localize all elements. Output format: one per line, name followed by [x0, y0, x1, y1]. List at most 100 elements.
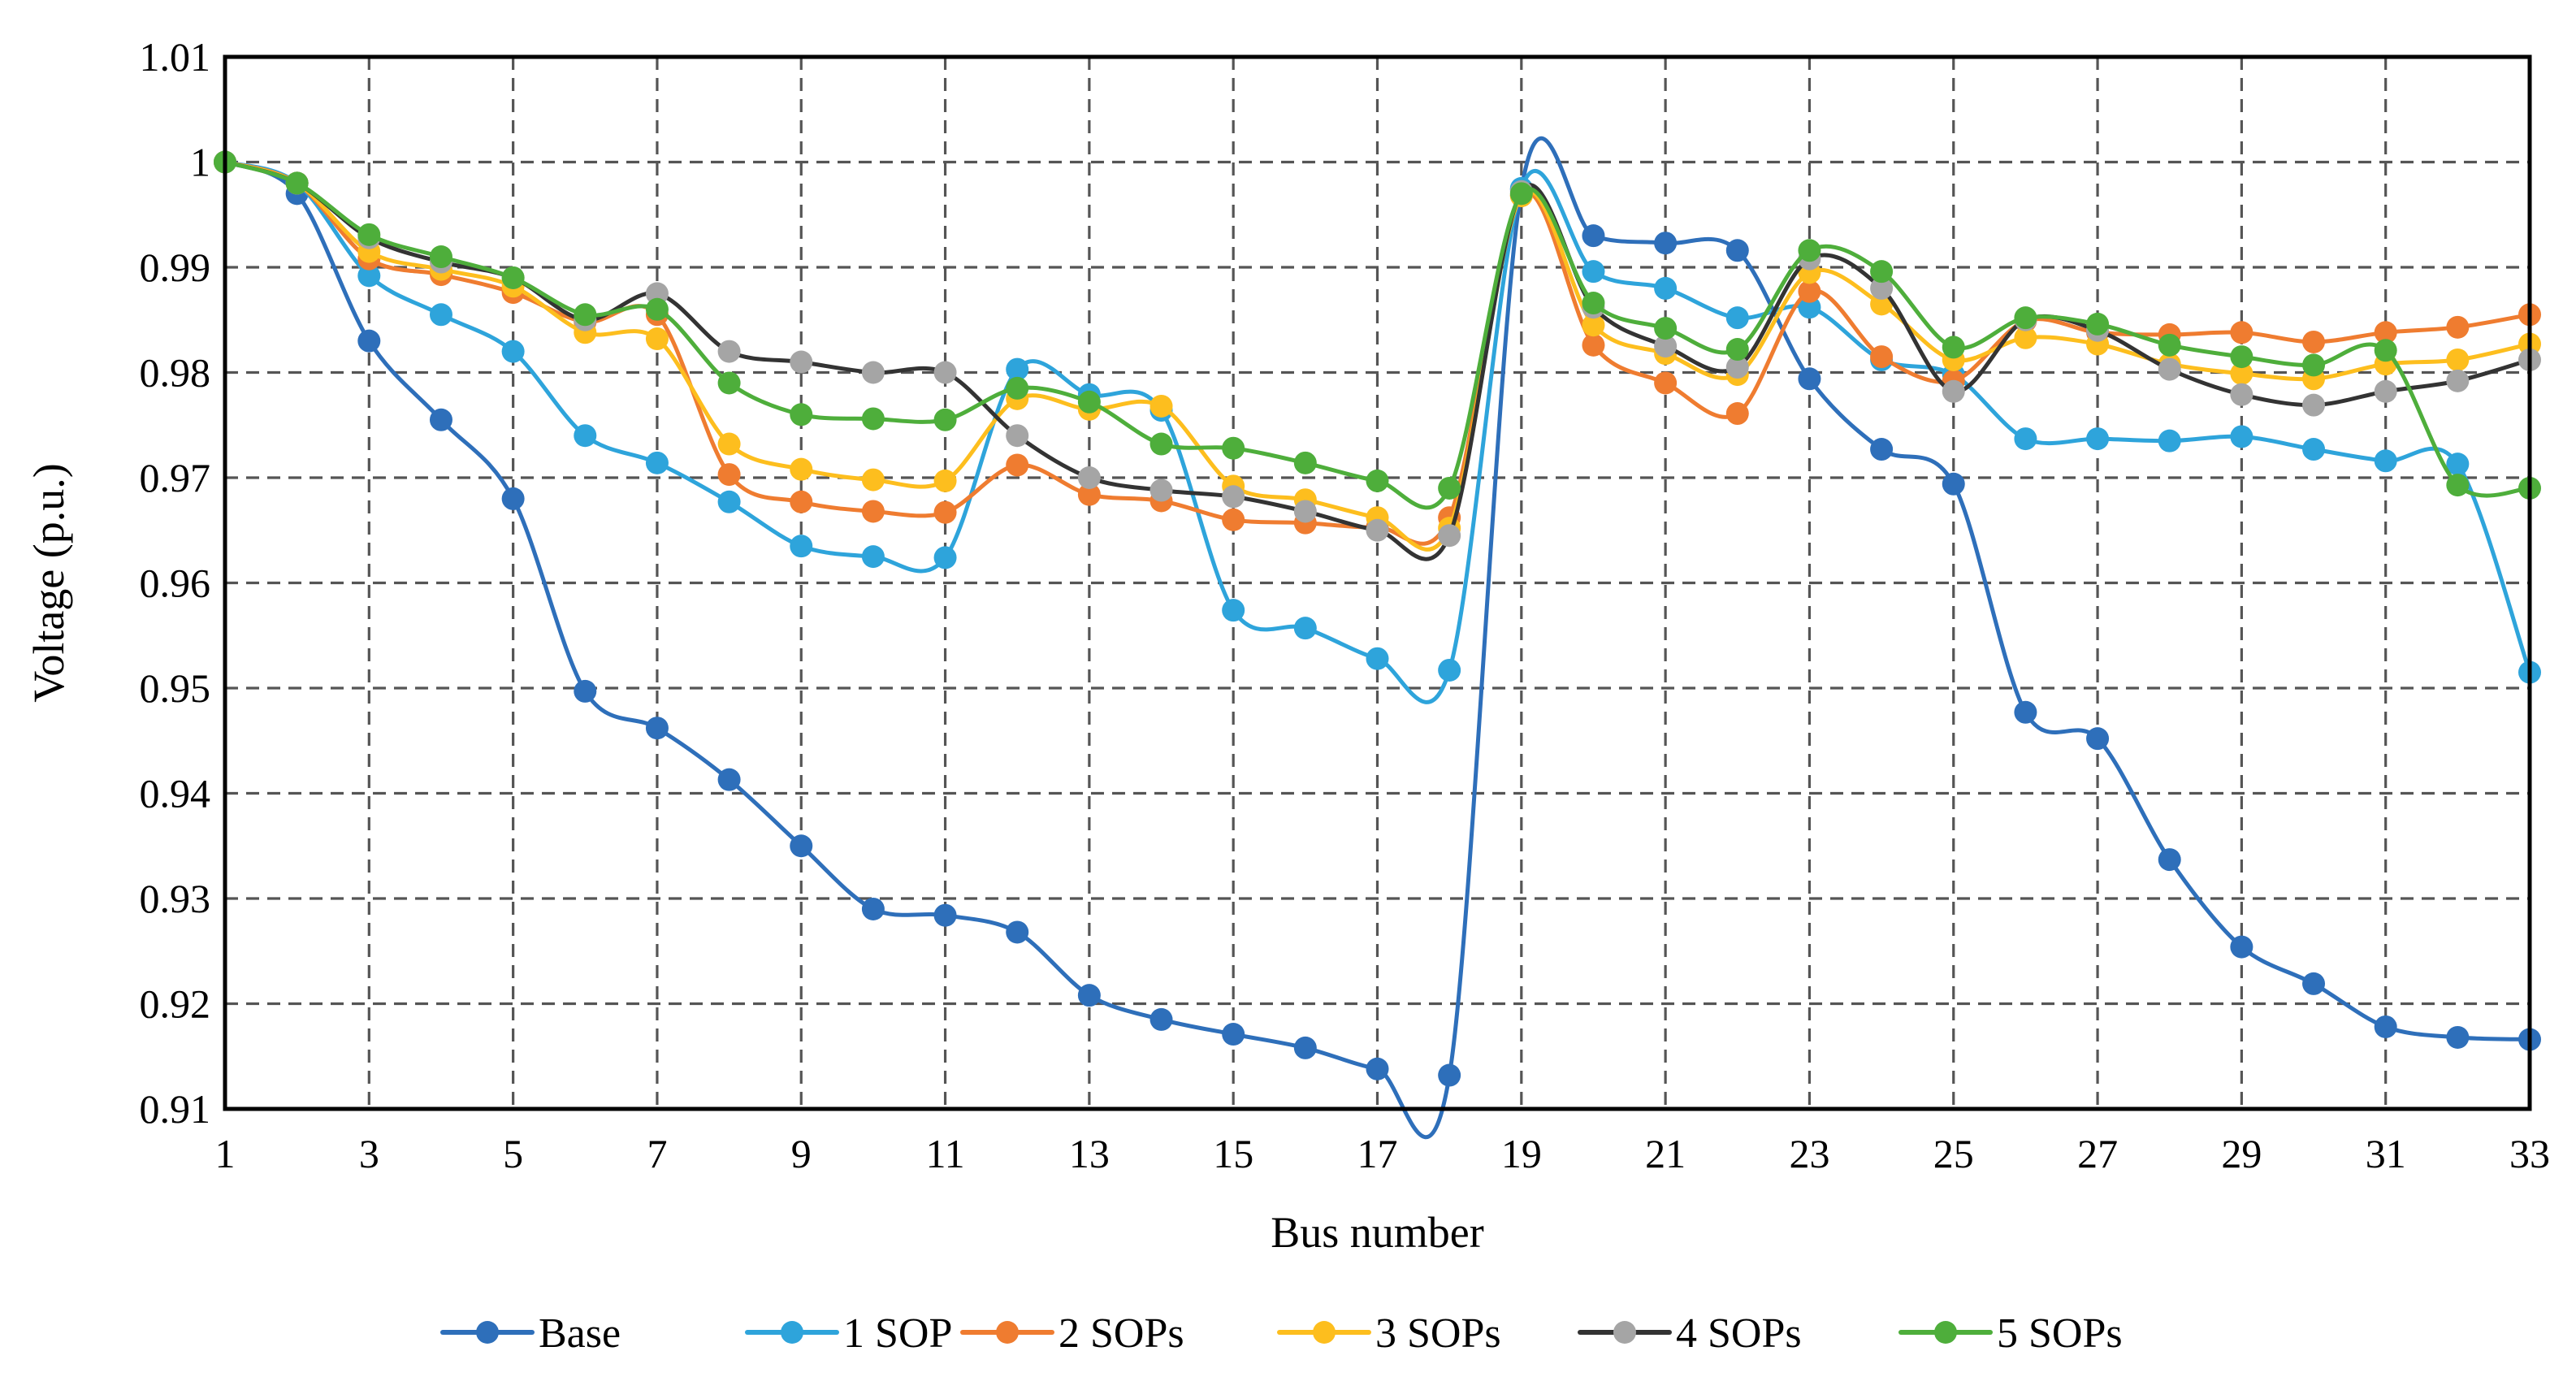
- data-point: [2302, 353, 2326, 377]
- data-point: [2086, 427, 2110, 451]
- data-point: [1798, 367, 1821, 391]
- y-tick-label: 0.94: [140, 771, 211, 816]
- legend-item: 4 SOPs: [1578, 1310, 1802, 1357]
- data-point: [1582, 333, 1605, 357]
- data-point: [2302, 393, 2326, 417]
- data-point: [2302, 972, 2326, 995]
- x-tick-label: 1: [215, 1131, 236, 1176]
- y-tick-label: 0.98: [140, 350, 211, 396]
- x-tick-label: 29: [2221, 1131, 2262, 1176]
- data-point: [933, 361, 957, 384]
- x-tick-label: 5: [503, 1131, 523, 1176]
- data-point: [2446, 369, 2470, 392]
- data-point: [790, 834, 813, 858]
- data-point: [1654, 371, 1678, 395]
- data-point: [861, 468, 885, 491]
- data-point: [933, 546, 957, 569]
- legend-label: 2 SOPs: [1059, 1310, 1184, 1357]
- y-axis-ticks: 0.91 0.92 0.93 0.94 0.95 0.96 0.97 0.98 0.99 1 1.0…: [140, 34, 211, 1132]
- data-point: [2446, 453, 2470, 476]
- data-point: [2446, 474, 2470, 497]
- data-point: [574, 424, 597, 448]
- legend: Base 1 SOP 2 SOPs 3 SOPs 4 SOPs 5 SOPs: [440, 1310, 2123, 1357]
- data-point: [1149, 1007, 1173, 1031]
- data-point: [1725, 338, 1749, 362]
- data-point: [2446, 1025, 2470, 1049]
- data-point: [1870, 345, 1894, 369]
- grid: [225, 57, 2530, 1109]
- data-point: [1006, 357, 1029, 381]
- x-tick-label: 27: [2077, 1131, 2118, 1176]
- x-axis-ticks: 1 3 5 7 9 11 13 15 17 19 21 23 25 27 29 31 33: [215, 1131, 2551, 1176]
- series-base: [214, 136, 2541, 1140]
- x-tick-label: 33: [2509, 1131, 2550, 1176]
- data-point: [645, 717, 669, 740]
- y-tick-label: 1.01: [140, 34, 211, 80]
- data-point: [933, 500, 957, 524]
- x-tick-label: 19: [1501, 1131, 1542, 1176]
- data-point: [717, 432, 741, 456]
- data-point: [2086, 312, 2110, 336]
- data-point: [1725, 356, 1749, 379]
- data-point: [790, 403, 813, 427]
- legend-label: Base: [539, 1310, 621, 1357]
- data-point: [645, 451, 669, 474]
- data-point: [1222, 1023, 1245, 1046]
- data-point: [933, 469, 957, 492]
- legend-marker: [476, 1321, 499, 1344]
- data-point: [645, 327, 669, 351]
- y-axis-label: Voltage (p.u.): [24, 463, 73, 702]
- x-tick-label: 31: [2366, 1131, 2406, 1176]
- data-point: [790, 490, 813, 513]
- data-point: [1149, 478, 1173, 502]
- legend-label: 5 SOPs: [1997, 1310, 2123, 1357]
- data-point: [357, 329, 381, 353]
- data-point: [285, 171, 309, 195]
- data-point: [2446, 348, 2470, 371]
- y-tick-label: 1: [190, 140, 210, 185]
- x-tick-label: 23: [1789, 1131, 1829, 1176]
- data-point: [2158, 357, 2181, 381]
- data-point: [2446, 315, 2470, 339]
- data-point: [1006, 453, 1029, 477]
- data-point: [1077, 466, 1101, 489]
- x-tick-label: 11: [925, 1131, 964, 1176]
- data-point: [2230, 345, 2253, 369]
- data-point: [933, 408, 957, 431]
- data-point: [1582, 224, 1605, 248]
- data-point: [861, 407, 885, 431]
- x-tick-label: 13: [1069, 1131, 1110, 1176]
- data-point: [1654, 276, 1678, 300]
- data-point: [2374, 321, 2397, 344]
- x-tick-label: 17: [1357, 1131, 1398, 1176]
- legend-marker: [1934, 1321, 1957, 1344]
- data-point: [1582, 260, 1605, 284]
- plot-area-frame: [223, 54, 2532, 1111]
- x-tick-label: 7: [647, 1131, 667, 1176]
- data-point: [861, 545, 885, 569]
- data-point: [2158, 333, 2181, 357]
- legend-item: 5 SOPs: [1898, 1310, 2123, 1357]
- x-tick-label: 15: [1213, 1131, 1253, 1176]
- data-point: [1149, 432, 1173, 456]
- legend-item: 1 SOP: [745, 1310, 952, 1357]
- data-point: [717, 463, 741, 487]
- data-point: [2086, 727, 2110, 751]
- data-point: [429, 303, 452, 327]
- data-point: [861, 897, 885, 920]
- data-point: [2014, 326, 2037, 349]
- data-point: [1654, 335, 1678, 358]
- data-point: [2230, 321, 2253, 344]
- y-tick-label: 0.93: [140, 876, 211, 921]
- data-point: [1366, 518, 1389, 542]
- data-point: [790, 457, 813, 481]
- legend-marker: [781, 1321, 803, 1344]
- data-point: [2302, 438, 2326, 461]
- data-point: [2374, 1015, 2397, 1038]
- data-point: [1725, 306, 1749, 330]
- y-tick-label: 0.92: [140, 981, 211, 1027]
- data-point: [790, 350, 813, 374]
- data-point: [861, 500, 885, 523]
- legend-marker: [996, 1321, 1019, 1344]
